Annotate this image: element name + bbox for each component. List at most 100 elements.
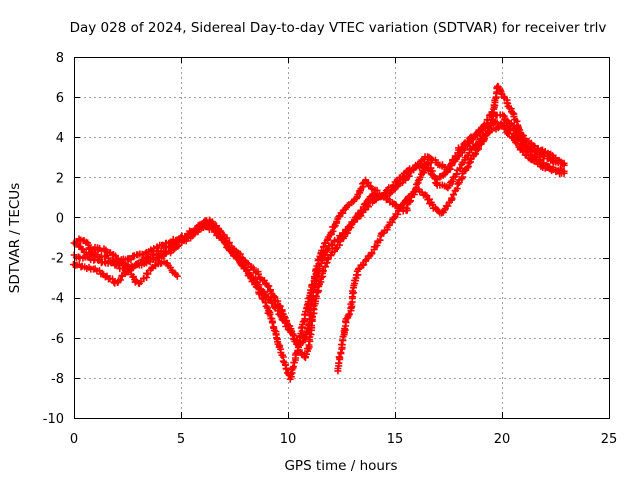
data-point (282, 365, 290, 373)
data-point (445, 182, 453, 190)
x-axis-label: GPS time / hours (284, 458, 397, 474)
data-point (335, 359, 343, 367)
data-point (337, 348, 345, 356)
data-point (540, 148, 548, 156)
data-point (493, 119, 501, 127)
data-point (116, 276, 124, 284)
data-point (354, 265, 362, 273)
data-point (494, 124, 502, 132)
y-tick-label: 0 (56, 211, 64, 226)
data-point (152, 251, 160, 259)
data-point (265, 282, 273, 290)
data-point (487, 120, 495, 128)
data-point (360, 261, 368, 269)
data-point (444, 202, 452, 210)
y-axis-label: SDTVAR / TECUs (7, 183, 23, 293)
y-tick-label: 4 (56, 131, 64, 146)
data-point (338, 341, 345, 348)
data-point (249, 277, 257, 285)
data-point (424, 160, 432, 168)
y-tick-label: -10 (43, 412, 64, 427)
data-point (501, 125, 509, 133)
data-point (390, 214, 398, 222)
data-point (319, 267, 327, 275)
data-point (257, 289, 265, 297)
data-point (345, 310, 353, 318)
chart-title: Day 028 of 2024, Sidereal Day-to-day VTE… (70, 20, 607, 36)
data-point (86, 245, 94, 253)
data-point (488, 113, 496, 120)
data-point (456, 165, 464, 173)
x-tick-label: 10 (280, 432, 297, 447)
y-tick-label: -2 (51, 252, 64, 267)
data-point (75, 253, 82, 261)
data-point (450, 191, 457, 199)
data-point (465, 138, 473, 146)
plot-area (69, 82, 568, 383)
data-point (323, 259, 331, 266)
y-tick-label: -8 (51, 372, 64, 387)
x-tick-label: 20 (494, 432, 511, 447)
data-point (146, 266, 154, 274)
data-point (450, 156, 458, 164)
data-point (276, 302, 284, 310)
series-track-3 (70, 108, 568, 383)
data-point (560, 159, 568, 167)
data-point (270, 303, 278, 311)
series-track-1 (70, 116, 568, 348)
data-point (318, 247, 326, 255)
data-point (359, 180, 367, 188)
data-point (106, 258, 114, 266)
data-point (403, 204, 411, 212)
data-point (349, 287, 356, 295)
data-point (350, 217, 358, 225)
data-point (287, 370, 295, 378)
plot-frame (74, 57, 610, 419)
data-point (294, 339, 302, 347)
y-tick-label: -6 (51, 332, 64, 347)
series-track-4 (72, 235, 181, 287)
data-point (393, 183, 401, 191)
data-point (304, 325, 311, 333)
data-point (302, 308, 310, 316)
data-point (297, 324, 305, 332)
data-point (463, 164, 471, 172)
data-point (284, 322, 291, 330)
data-point (509, 109, 517, 117)
data-point (307, 286, 315, 294)
x-tick-label: 0 (70, 432, 78, 447)
data-point (560, 167, 568, 175)
data-point (454, 180, 462, 188)
data-point (330, 223, 338, 231)
x-tick-label: 25 (601, 432, 618, 447)
data-point (512, 138, 520, 146)
x-tick-label: 5 (177, 432, 185, 447)
data-point (168, 240, 176, 248)
data-point (271, 293, 279, 301)
y-tick-label: 6 (56, 91, 64, 106)
series-track-2 (69, 122, 568, 362)
data-point (335, 213, 343, 221)
series-track-5 (334, 82, 568, 375)
data-point (321, 263, 329, 271)
data-point (303, 301, 311, 309)
data-point (261, 299, 269, 307)
data-point (268, 319, 276, 327)
data-point (535, 155, 543, 163)
data-point (266, 310, 274, 318)
data-point (320, 243, 327, 251)
data-point (312, 292, 320, 300)
data-point (308, 281, 316, 289)
data-point (405, 172, 413, 180)
data-point (465, 159, 473, 167)
data-point (109, 275, 116, 283)
data-point (527, 151, 534, 159)
data-point (343, 202, 351, 210)
y-tick-label: 8 (56, 51, 64, 66)
data-point (301, 311, 309, 319)
data-point (472, 150, 479, 158)
x-tick-label: 15 (387, 432, 404, 447)
y-tick-label: -4 (51, 292, 64, 307)
data-point (237, 261, 245, 269)
